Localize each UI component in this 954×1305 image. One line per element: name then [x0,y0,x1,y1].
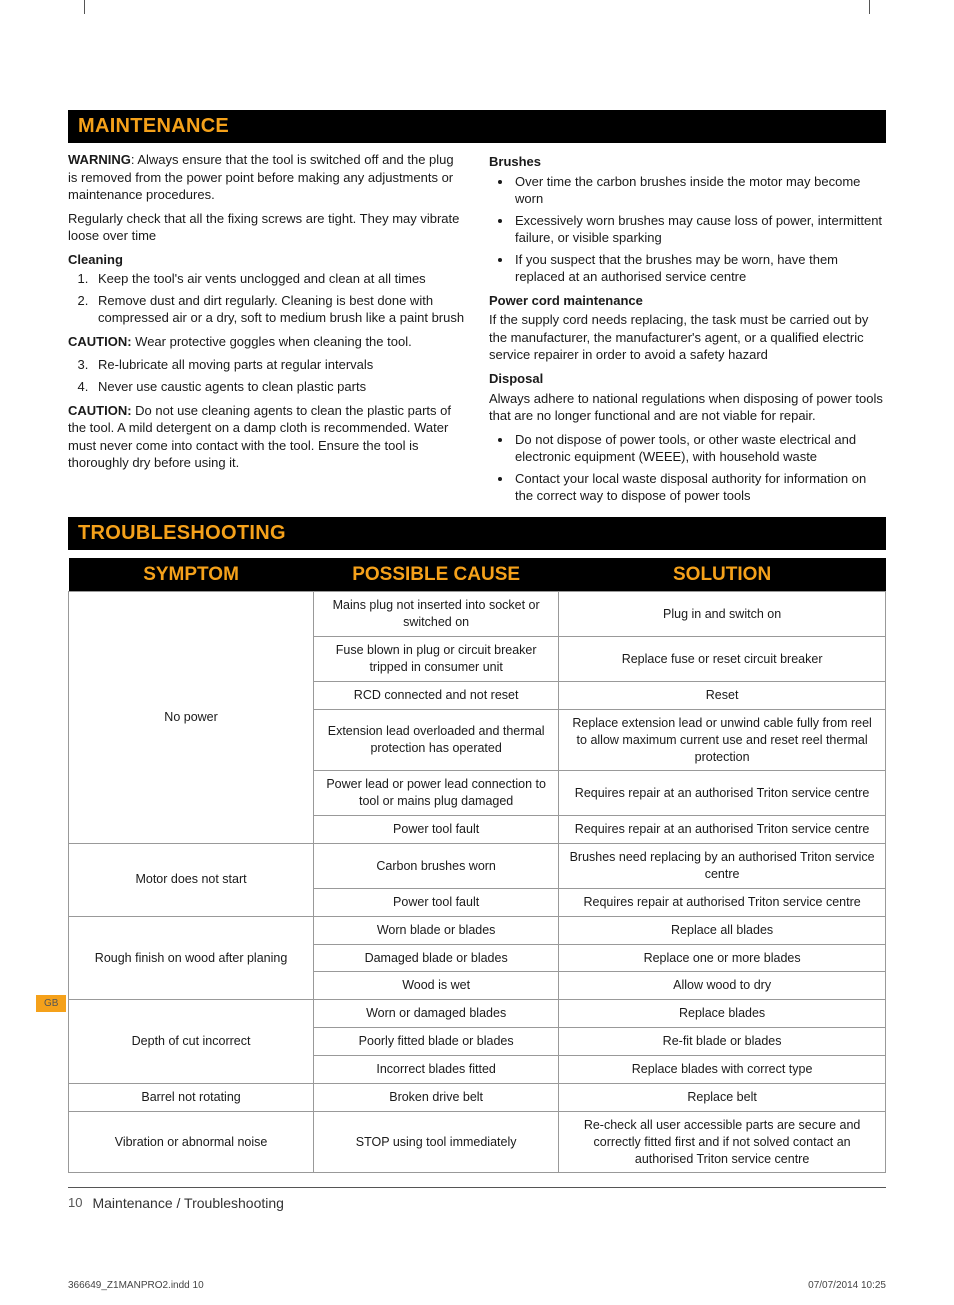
solution-cell: Replace extension lead or unwind cable f… [559,709,886,771]
solution-cell: Reset [559,681,886,709]
cause-cell: Power tool fault [314,816,559,844]
list-item: Contact your local waste disposal author… [513,470,886,505]
list-item: Over time the carbon brushes inside the … [513,173,886,208]
symptom-cell: Barrel not rotating [69,1083,314,1111]
caution-text: Wear protective goggles when cleaning th… [132,334,412,349]
table-row: Motor does not startCarbon brushes wornB… [69,844,886,889]
pcm-head: Power cord maintenance [489,292,886,310]
solution-cell: Replace belt [559,1083,886,1111]
caution-label: CAUTION: [68,334,132,349]
cleaning-list-b: Re-lubricate all moving parts at regular… [68,356,465,395]
symptom-cell: Vibration or abnormal noise [69,1111,314,1173]
solution-cell: Re-fit blade or blades [559,1028,886,1056]
th-symptom: SYMPTOM [69,558,314,592]
section-heading-maintenance: MAINTENANCE [68,110,886,143]
cause-cell: Extension lead overloaded and thermal pr… [314,709,559,771]
cause-cell: STOP using tool immediately [314,1111,559,1173]
caution-2: CAUTION: Do not use cleaning agents to c… [68,402,465,472]
screws-para: Regularly check that all the fixing scre… [68,210,465,245]
list-item: Do not dispose of power tools, or other … [513,431,886,466]
cause-cell: Broken drive belt [314,1083,559,1111]
disposal-text: Always adhere to national regulations wh… [489,390,886,425]
left-column: WARNING: Always ensure that the tool is … [68,151,465,511]
solution-cell: Replace all blades [559,916,886,944]
region-tab: GB [36,995,66,1012]
solution-cell: Requires repair at authorised Triton ser… [559,888,886,916]
pcm-text: If the supply cord needs replacing, the … [489,311,886,364]
table-row: Barrel not rotatingBroken drive beltRepl… [69,1083,886,1111]
list-item: Never use caustic agents to clean plasti… [92,378,465,396]
cause-cell: Worn or damaged blades [314,1000,559,1028]
cause-cell: Poorly fitted blade or blades [314,1028,559,1056]
solution-cell: Requires repair at an authorised Triton … [559,816,886,844]
disposal-head: Disposal [489,370,886,388]
list-item: Excessively worn brushes may cause loss … [513,212,886,247]
symptom-cell: Rough finish on wood after planing [69,916,314,1000]
cleaning-head: Cleaning [68,251,465,269]
cause-cell: Wood is wet [314,972,559,1000]
list-item: Keep the tool's air vents unclogged and … [92,270,465,288]
warning-label: WARNING [68,152,131,167]
troubleshooting-table: SYMPTOM POSSIBLE CAUSE SOLUTION No power… [68,558,886,1174]
right-column: Brushes Over time the carbon brushes ins… [489,151,886,511]
solution-cell: Re-check all user accessible parts are s… [559,1111,886,1173]
solution-cell: Replace blades [559,1000,886,1028]
solution-cell: Replace one or more blades [559,944,886,972]
list-item: Remove dust and dirt regularly. Cleaning… [92,292,465,327]
maintenance-columns: WARNING: Always ensure that the tool is … [68,151,886,511]
solution-cell: Allow wood to dry [559,972,886,1000]
solution-cell: Replace blades with correct type [559,1056,886,1084]
slug-right: 07/07/2014 10:25 [808,1280,886,1291]
cause-cell: Incorrect blades fitted [314,1056,559,1084]
th-solution: SOLUTION [559,558,886,592]
brushes-list: Over time the carbon brushes inside the … [489,173,886,286]
symptom-cell: No power [69,592,314,844]
cause-cell: Mains plug not inserted into socket or s… [314,592,559,637]
table-row: Vibration or abnormal noiseSTOP using to… [69,1111,886,1173]
cause-cell: Carbon brushes worn [314,844,559,889]
symptom-cell: Motor does not start [69,844,314,917]
caution-label: CAUTION: [68,403,132,418]
solution-cell: Replace fuse or reset circuit breaker [559,637,886,682]
list-item: Re-lubricate all moving parts at regular… [92,356,465,374]
cleaning-list-a: Keep the tool's air vents unclogged and … [68,270,465,327]
page-number: 10 [68,1194,82,1213]
section-heading-troubleshooting: TROUBLESHOOTING [68,517,886,550]
th-cause: POSSIBLE CAUSE [314,558,559,592]
cause-cell: Power tool fault [314,888,559,916]
table-row: No powerMains plug not inserted into soc… [69,592,886,637]
footer: 10 Maintenance / Troubleshooting [68,1188,886,1213]
slug-left: 366649_Z1MANPRO2.indd 10 [68,1280,204,1291]
caution-1: CAUTION: Wear protective goggles when cl… [68,333,465,351]
cause-cell: Worn blade or blades [314,916,559,944]
table-row: Rough finish on wood after planingWorn b… [69,916,886,944]
solution-cell: Brushes need replacing by an authorised … [559,844,886,889]
cause-cell: Fuse blown in plug or circuit breaker tr… [314,637,559,682]
footer-title: Maintenance / Troubleshooting [92,1194,283,1213]
page: MAINTENANCE WARNING: Always ensure that … [0,0,954,1253]
table-header-row: SYMPTOM POSSIBLE CAUSE SOLUTION [69,558,886,592]
warning-para: WARNING: Always ensure that the tool is … [68,151,465,204]
solution-cell: Requires repair at an authorised Triton … [559,771,886,816]
solution-cell: Plug in and switch on [559,592,886,637]
table-row: Depth of cut incorrectWorn or damaged bl… [69,1000,886,1028]
cause-cell: Damaged blade or blades [314,944,559,972]
brushes-head: Brushes [489,153,886,171]
disposal-list: Do not dispose of power tools, or other … [489,431,886,505]
cause-cell: RCD connected and not reset [314,681,559,709]
list-item: If you suspect that the brushes may be w… [513,251,886,286]
symptom-cell: Depth of cut incorrect [69,1000,314,1084]
cause-cell: Power lead or power lead connection to t… [314,771,559,816]
